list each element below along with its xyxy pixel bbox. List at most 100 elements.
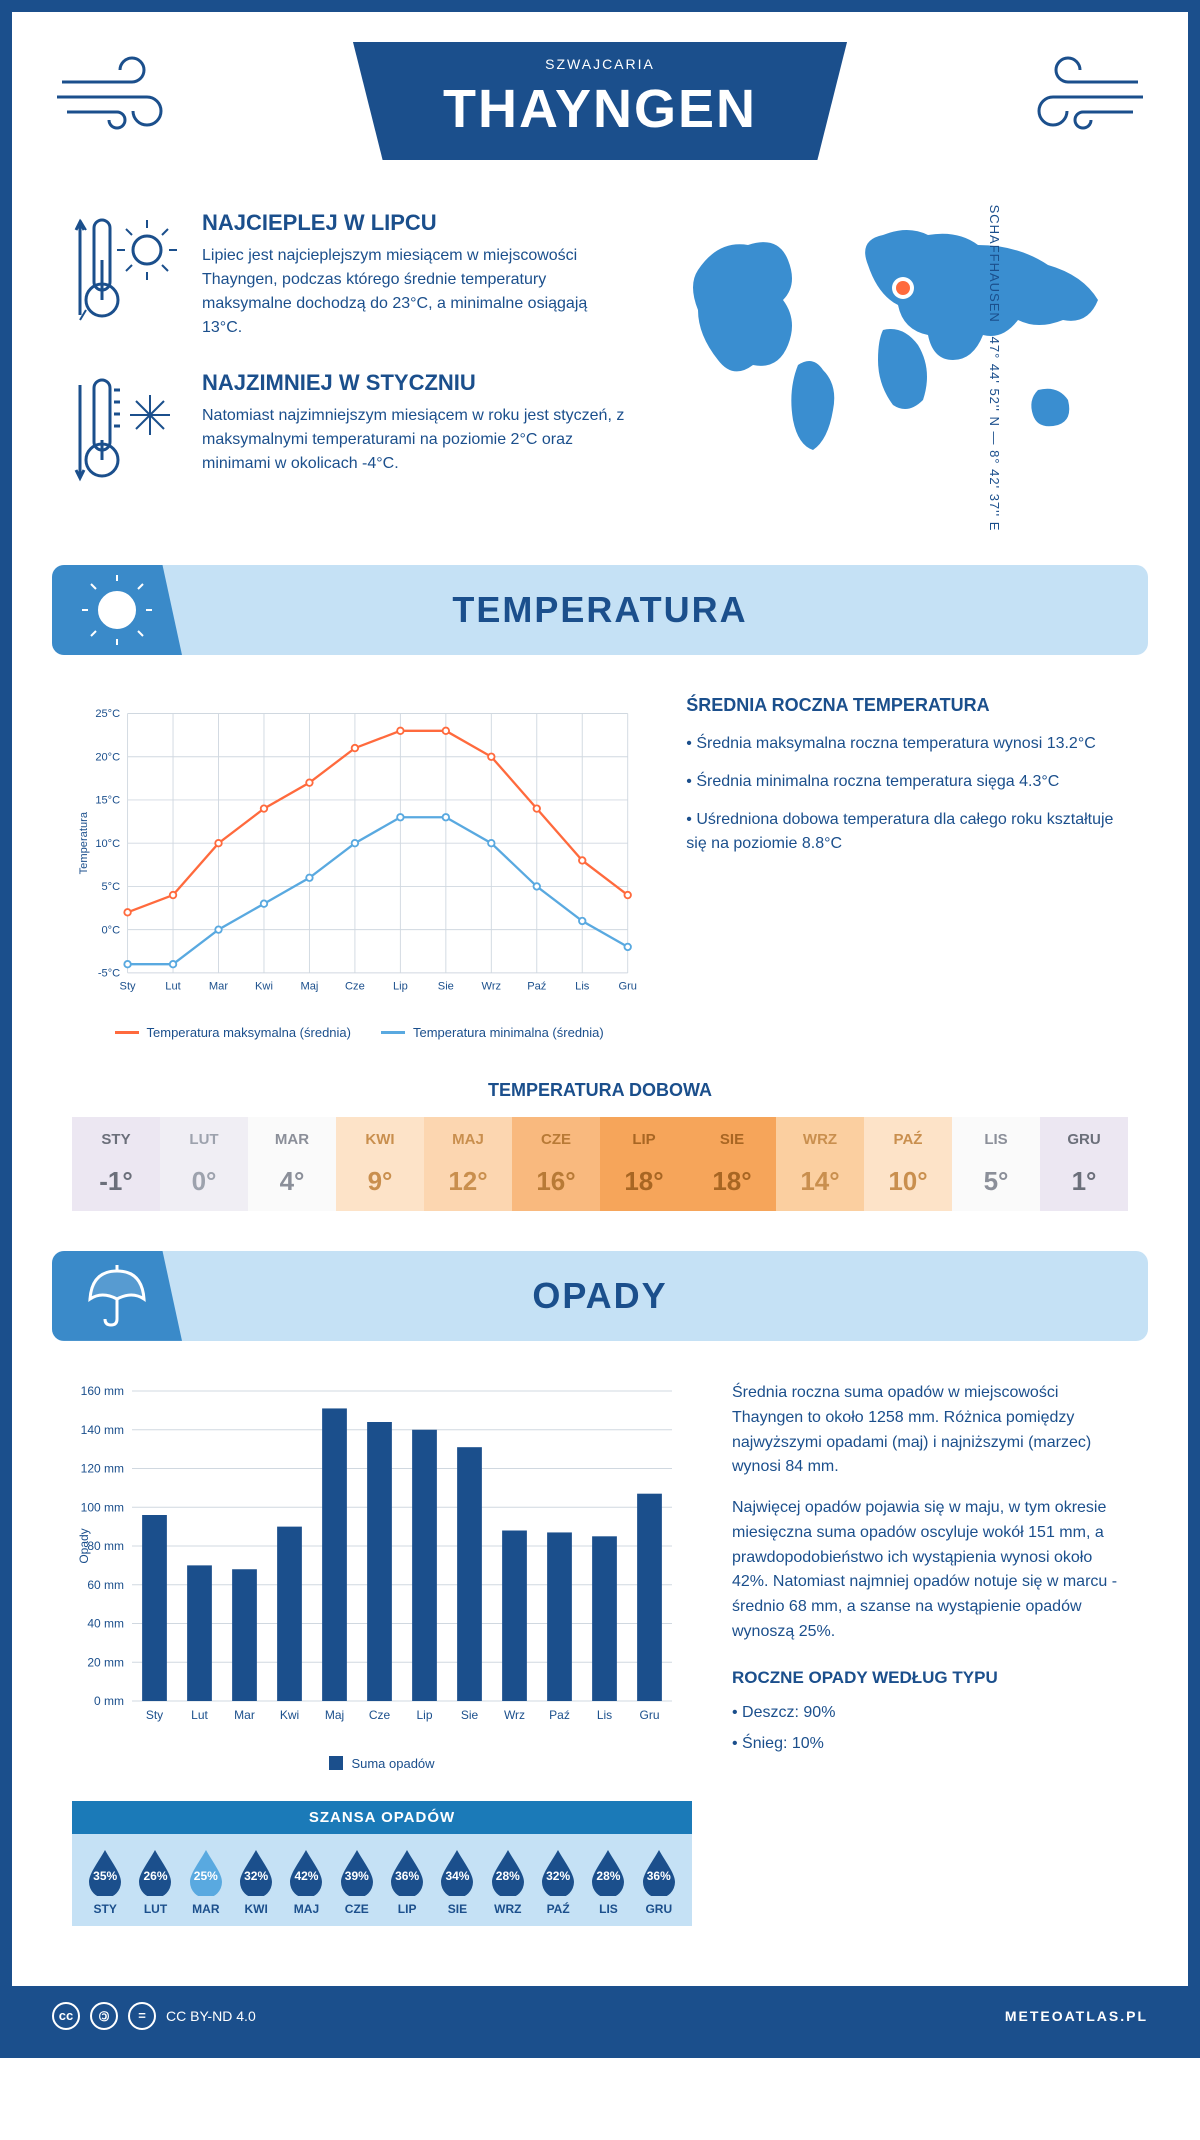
svg-text:Paź: Paź <box>527 981 546 993</box>
chance-item: 39%CZE <box>332 1848 382 1916</box>
chance-item: 26%LUT <box>130 1848 180 1916</box>
precip-type-title: ROCZNE OPADY WEDŁUG TYPU <box>732 1665 1128 1691</box>
temperature-section-header: TEMPERATURA <box>52 565 1148 655</box>
precip-type-item: • Deszcz: 90% <box>732 1701 1128 1726</box>
svg-text:0 mm: 0 mm <box>94 1694 124 1708</box>
chance-item: 25%MAR <box>181 1848 231 1916</box>
thermometer-snow-icon <box>72 370 182 495</box>
chance-box: SZANSA OPADÓW 35%STY26%LUT25%MAR32%KWI42… <box>72 1801 692 1926</box>
svg-text:Kwi: Kwi <box>280 1708 299 1722</box>
svg-text:Cze: Cze <box>345 981 365 993</box>
brand: METEOATLAS.PL <box>1005 2008 1148 2024</box>
daily-temp-title: TEMPERATURA DOBOWA <box>12 1080 1188 1101</box>
chance-item: 28%LIS <box>583 1848 633 1916</box>
chance-item: 34%SIE <box>432 1848 482 1916</box>
svg-text:Wrz: Wrz <box>504 1708 525 1722</box>
svg-text:Mar: Mar <box>209 981 228 993</box>
svg-text:Lut: Lut <box>165 981 180 993</box>
daily-cell: LIP18° <box>600 1117 688 1211</box>
svg-text:Kwi: Kwi <box>255 981 273 993</box>
intro-text-column: NAJCIEPLEJ W LIPCU Lipiec jest najcieple… <box>72 210 628 525</box>
svg-text:60 mm: 60 mm <box>87 1578 124 1592</box>
svg-text:Maj: Maj <box>300 981 318 993</box>
coldest-text: Natomiast najzimniejszym miesiącem w rok… <box>202 404 628 476</box>
coldest-block: NAJZIMNIEJ W STYCZNIU Natomiast najzimni… <box>72 370 628 495</box>
legend-precip: Suma opadów <box>329 1756 434 1771</box>
daily-cell: LIS5° <box>952 1117 1040 1211</box>
svg-text:Sty: Sty <box>120 981 136 993</box>
svg-text:Lut: Lut <box>191 1708 208 1722</box>
page: THAYNGEN SZWAJCARIA <box>0 0 1200 2058</box>
svg-text:160 mm: 160 mm <box>81 1384 124 1398</box>
svg-text:Temperatura: Temperatura <box>78 811 90 874</box>
svg-text:-5°C: -5°C <box>98 968 120 980</box>
world-map-icon <box>668 210 1128 470</box>
svg-text:Maj: Maj <box>325 1708 344 1722</box>
svg-text:Sty: Sty <box>146 1708 163 1722</box>
title-banner: THAYNGEN SZWAJCARIA <box>353 42 847 160</box>
svg-text:Sie: Sie <box>438 981 454 993</box>
svg-text:Paź: Paź <box>549 1708 570 1722</box>
warmest-title: NAJCIEPLEJ W LIPCU <box>202 210 628 236</box>
wind-decoration-right <box>1008 42 1148 142</box>
precip-section-header: OPADY <box>52 1251 1148 1341</box>
precip-type-item: • Śnieg: 10% <box>732 1732 1128 1757</box>
daily-cell: CZE16° <box>512 1117 600 1211</box>
chance-item: 36%LIP <box>382 1848 432 1916</box>
svg-text:Lip: Lip <box>416 1708 432 1722</box>
svg-text:Gru: Gru <box>618 981 637 993</box>
svg-text:140 mm: 140 mm <box>81 1423 124 1437</box>
svg-text:Mar: Mar <box>234 1708 255 1722</box>
temperature-line-chart: -5°C0°C5°C10°C15°C20°C25°CStyLutMarKwiMa… <box>72 695 646 1040</box>
svg-text:10°C: 10°C <box>95 838 120 850</box>
nd-icon: = <box>128 2002 156 2030</box>
coordinates: SCHAFFHAUSEN 47° 44' 52'' N — 8° 42' 37'… <box>987 204 1002 531</box>
daily-cell: GRU1° <box>1040 1117 1128 1211</box>
warmest-text: Lipiec jest najcieplejszym miesiącem w m… <box>202 244 628 340</box>
city-title: THAYNGEN <box>443 78 757 140</box>
svg-text:40 mm: 40 mm <box>87 1616 124 1630</box>
precip-body: 0 mm 20 mm 40 mm 60 mm 80 mm 100 mm 120 mm 140 … <box>12 1341 1188 1946</box>
temp-info-item: • Średnia maksymalna roczna temperatura … <box>686 732 1128 756</box>
sun-icon <box>52 565 182 655</box>
svg-text:0°C: 0°C <box>102 924 121 936</box>
svg-text:25°C: 25°C <box>95 708 120 720</box>
chance-item: 32%PAŹ <box>533 1848 583 1916</box>
svg-text:20 mm: 20 mm <box>87 1655 124 1669</box>
daily-cell: PAŹ10° <box>864 1117 952 1211</box>
precip-text-1: Średnia roczna suma opadów w miejscowośc… <box>732 1381 1128 1480</box>
daily-cell: SIE18° <box>688 1117 776 1211</box>
license: cc 🄯 = CC BY-ND 4.0 <box>52 2002 256 2030</box>
thermometer-sun-icon <box>72 210 182 340</box>
chance-title: SZANSA OPADÓW <box>72 1801 692 1834</box>
daily-cell: WRZ14° <box>776 1117 864 1211</box>
svg-text:Cze: Cze <box>369 1708 391 1722</box>
svg-text:120 mm: 120 mm <box>81 1461 124 1475</box>
daily-cell: LUT0° <box>160 1117 248 1211</box>
svg-text:20°C: 20°C <box>95 751 120 763</box>
daily-temp-table: STY-1°LUT0°MAR4°KWI9°MAJ12°CZE16°LIP18°S… <box>72 1117 1128 1211</box>
temp-info-title: ŚREDNIA ROCZNA TEMPERATURA <box>686 695 1128 716</box>
intro-section: NAJCIEPLEJ W LIPCU Lipiec jest najcieple… <box>12 180 1188 565</box>
footer: cc 🄯 = CC BY-ND 4.0 METEOATLAS.PL <box>12 1986 1188 2046</box>
svg-text:Sie: Sie <box>461 1708 479 1722</box>
by-icon: 🄯 <box>90 2002 118 2030</box>
svg-text:80 mm: 80 mm <box>87 1539 124 1553</box>
legend-max: Temperatura maksymalna (średnia) <box>115 1025 351 1040</box>
daily-cell: MAJ12° <box>424 1117 512 1211</box>
chance-item: 32%KWI <box>231 1848 281 1916</box>
precip-text-2: Najwięcej opadów pojawia się w maju, w t… <box>732 1496 1128 1645</box>
temperature-title: TEMPERATURA <box>452 589 747 631</box>
wind-decoration-left <box>52 42 192 142</box>
country-subtitle: SZWAJCARIA <box>443 56 757 72</box>
svg-text:Lis: Lis <box>575 981 590 993</box>
temperature-info: ŚREDNIA ROCZNA TEMPERATURA • Średnia mak… <box>686 695 1128 1040</box>
svg-text:5°C: 5°C <box>102 881 121 893</box>
coldest-title: NAJZIMNIEJ W STYCZNIU <box>202 370 628 396</box>
daily-cell: KWI9° <box>336 1117 424 1211</box>
precip-title: OPADY <box>532 1275 667 1317</box>
svg-text:Gru: Gru <box>639 1708 659 1722</box>
svg-text:100 mm: 100 mm <box>81 1500 124 1514</box>
cc-icon: cc <box>52 2002 80 2030</box>
temperature-body: -5°C0°C5°C10°C15°C20°C25°CStyLutMarKwiMa… <box>12 655 1188 1060</box>
